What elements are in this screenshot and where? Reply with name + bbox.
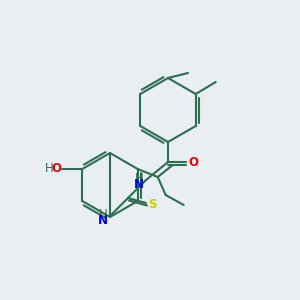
Text: O: O — [51, 163, 61, 176]
Text: S: S — [148, 197, 157, 211]
Text: N: N — [98, 214, 108, 227]
Text: H: H — [135, 172, 144, 185]
Text: H: H — [99, 208, 108, 221]
Text: N: N — [134, 178, 144, 191]
Text: O: O — [188, 155, 198, 169]
Text: H: H — [44, 163, 53, 176]
